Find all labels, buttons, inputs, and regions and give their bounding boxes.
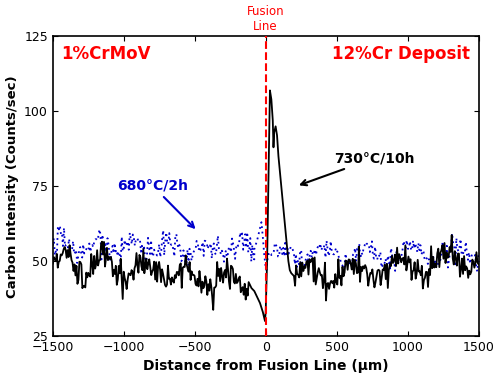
Text: 1%CrMoV: 1%CrMoV [62, 45, 151, 63]
X-axis label: Distance from Fusion Line (μm): Distance from Fusion Line (μm) [143, 359, 388, 373]
Text: 12%Cr Deposit: 12%Cr Deposit [332, 45, 470, 63]
Text: 680°C/2h: 680°C/2h [116, 178, 194, 227]
Text: 730°C/10h: 730°C/10h [301, 151, 414, 185]
Text: Fusion
Line: Fusion Line [247, 5, 284, 33]
Y-axis label: Carbon Intensity (Counts/sec): Carbon Intensity (Counts/sec) [6, 75, 18, 298]
